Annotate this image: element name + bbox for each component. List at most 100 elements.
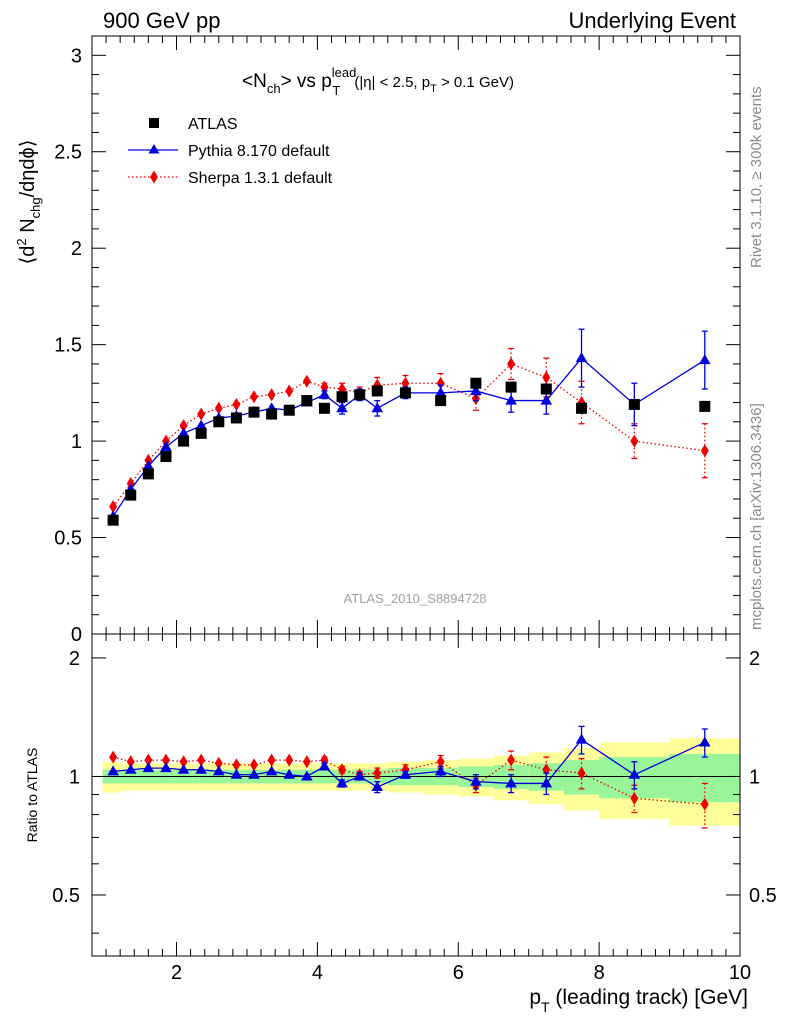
atlas-marker [283, 404, 295, 416]
ratio-y-tick-label: 2 [69, 648, 80, 670]
ratio-frame-outline [91, 633, 741, 957]
main-y-tick-label: 1.5 [54, 335, 82, 357]
atlas-marker [505, 381, 517, 393]
legend-marker-pythia [148, 144, 160, 154]
atlas-marker [142, 468, 154, 480]
x-tick-label: 2 [171, 962, 182, 984]
ratio-y-ticks: 0.5 0.5 1 1 2 2 [52, 648, 777, 934]
legend-entry-atlas: ATLAS [149, 116, 238, 133]
main-frame [91, 35, 741, 635]
sherpa-marker [214, 401, 223, 415]
pythia-marker [177, 427, 190, 438]
atlas-marker [195, 427, 207, 439]
pythia-marker [336, 402, 348, 413]
ratio-y-tick-label-right: 1 [749, 766, 760, 788]
pythia-ratio-marker [505, 777, 517, 788]
pythia-marker [142, 460, 155, 471]
x-tick-label: 8 [594, 962, 605, 984]
atlas-marker [371, 385, 383, 397]
sherpa-ratio-marker [197, 753, 206, 767]
ratio-y-tick-label-right: 0.5 [749, 885, 777, 907]
pythia-ratio-marker [142, 762, 155, 773]
ratio-y-tick-label-right: 2 [749, 648, 760, 670]
legend-entry-pythia: Pythia 8.170 default [128, 143, 330, 160]
pythia-marker [505, 394, 517, 405]
ratio-uncertainty-bands [102, 738, 740, 826]
main-y-tick-label: 3 [71, 45, 82, 67]
atlas-marker [230, 412, 242, 424]
atlas-marker [213, 416, 225, 428]
pythia-marker [318, 388, 331, 399]
pythia-ratio-marker [434, 765, 447, 776]
pythia-ratio-marker [698, 736, 711, 747]
sherpa-marker [507, 357, 516, 371]
pythia-marker [575, 352, 588, 363]
sherpa-marker [197, 407, 206, 421]
atlas-marker [470, 377, 482, 389]
analysis-label: Underlying Event [568, 8, 736, 33]
pythia-marker [470, 384, 482, 395]
legend-label-atlas: ATLAS [188, 116, 238, 133]
atlas-marker [248, 406, 260, 418]
pythia-ratio-marker [177, 763, 190, 774]
sherpa-ratio-marker [700, 797, 709, 811]
atlas-marker [435, 395, 447, 407]
atlas-marker [354, 389, 366, 401]
main-panel: 0 0.5 1 1.5 2 2.5 3 <Nch> vs plead T (|η| < 2.5,… [14, 35, 741, 646]
pythia-ratio-marker [399, 768, 412, 779]
sherpa-ratio-marker [507, 753, 516, 767]
pythia-ratio-marker [160, 762, 172, 773]
sherpa-ratio-marker [267, 753, 276, 767]
pythia-marker [540, 394, 553, 405]
ratio-band-inner [669, 754, 740, 803]
sherpa-ratio-marker [436, 755, 445, 769]
sherpa-marker [250, 390, 258, 404]
sherpa-marker [179, 419, 188, 433]
main-x-ticks [105, 36, 741, 634]
pythia-ratio-marker [628, 768, 641, 779]
ratio-series [107, 725, 711, 829]
pythia-marker [160, 440, 172, 451]
main-y-tick-label: 0.5 [54, 528, 82, 550]
pythia-ratio-marker [470, 775, 482, 786]
sherpa-marker [542, 370, 551, 384]
sherpa-ratio-marker [232, 758, 241, 772]
x-tick-label: 6 [453, 962, 464, 984]
sherpa-marker [232, 397, 241, 411]
pythia-ratio-marker [212, 765, 225, 776]
sherpa-ratio-marker [144, 753, 153, 767]
sherpa-ratio-marker [302, 755, 311, 769]
main-y-tick-label: 1 [71, 431, 82, 453]
sherpa-marker [700, 444, 709, 458]
sherpa-ratio-marker [214, 756, 223, 770]
pythia-ratio-marker [107, 765, 119, 776]
atlas-marker [336, 391, 348, 403]
atlas-marker [178, 435, 190, 447]
pythia-ratio-marker [248, 768, 260, 779]
legend-label-sherpa: Sherpa 1.3.1 default [188, 170, 333, 187]
x-axis-label: pT (leading track) [GeV] [529, 986, 748, 1015]
main-series [107, 328, 711, 526]
ratio-y-axis-label: Ratio to ATLAS [24, 748, 40, 843]
sherpa-ratio-marker [179, 755, 188, 769]
atlas-marker [266, 408, 278, 420]
pythia-ratio-marker [230, 768, 243, 779]
atlas-marker [107, 514, 119, 526]
pythia-ratio-marker [283, 768, 296, 779]
analysis-watermark: ATLAS_2010_S8894728 [344, 591, 487, 606]
main-y-tick-label: 2.5 [54, 142, 82, 164]
pythia-marker [195, 419, 207, 430]
pythia-ratio-marker [575, 733, 588, 744]
sherpa-marker [267, 388, 276, 402]
x-tick-label: 4 [312, 962, 323, 984]
atlas-marker [301, 395, 313, 407]
sherpa-ratio-marker [109, 750, 118, 764]
ratio-y-tick-label: 0.5 [52, 885, 80, 907]
sherpa-ratio-marker [338, 763, 347, 777]
ratio-panel: 0.5 0.5 1 1 2 2 2 4 6 8 10 Ratio to ATLAS pT (lea… [24, 633, 777, 1015]
sherpa-marker [302, 374, 311, 388]
sherpa-marker [436, 376, 445, 390]
pythia-ratio-marker [265, 765, 278, 776]
sherpa-ratio-marker [126, 755, 135, 769]
